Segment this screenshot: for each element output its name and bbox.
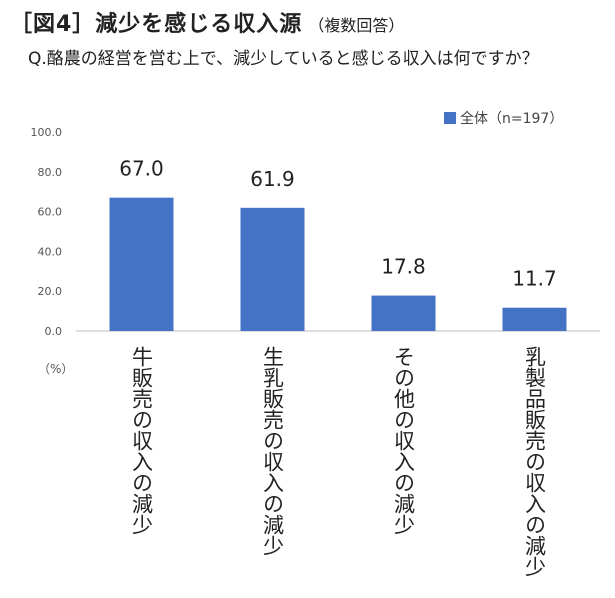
data-label: 11.7 xyxy=(512,267,557,291)
bar xyxy=(371,295,436,331)
data-label: 61.9 xyxy=(250,167,295,191)
y-tick-label: 20.0 xyxy=(38,285,63,298)
chart-title-block: ［図4］減少を感じる収入源 （複数回答） xyxy=(10,6,404,38)
legend-swatch xyxy=(444,112,456,124)
y-tick-label: 80.0 xyxy=(38,166,63,179)
y-tick-label: 40.0 xyxy=(38,245,63,258)
y-tick-label: 100.0 xyxy=(31,126,63,139)
chart-title-note: （複数回答） xyxy=(308,16,405,35)
y-tick-label: 0.0 xyxy=(45,325,63,338)
bar xyxy=(109,197,174,331)
chart-title: ［図4］減少を感じる収入源 xyxy=(10,12,303,37)
data-label: 67.0 xyxy=(119,157,164,181)
bar xyxy=(502,307,567,331)
y-tick-label: 60.0 xyxy=(38,206,63,219)
legend-label: 全体（n=197） xyxy=(460,111,564,127)
legend: 全体（n=197） xyxy=(444,108,563,128)
survey-question: Q.酪農の経営を営む上で、減少していると感じる収入は何ですか？ xyxy=(28,49,539,69)
category-label: その他の収入の減少 xyxy=(392,346,416,535)
bar xyxy=(240,207,305,331)
category-label: 牛販売の収入の減少 xyxy=(130,346,154,535)
category-label: 生乳販売の収入の減少 xyxy=(261,346,285,556)
y-unit-label: （%） xyxy=(38,362,74,376)
category-label: 乳製品販売の収入の減少 xyxy=(523,346,547,577)
data-label: 17.8 xyxy=(381,255,426,279)
